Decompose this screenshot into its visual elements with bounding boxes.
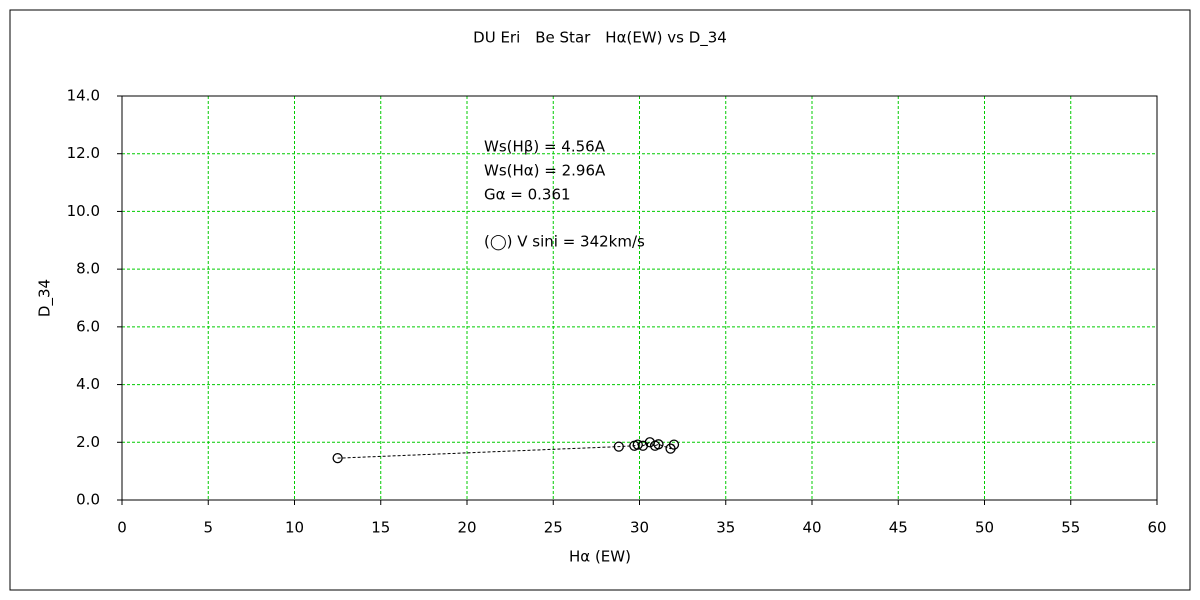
x-tick-label: 40 — [802, 519, 821, 537]
data-point — [632, 439, 643, 450]
y-axis-label: D_34 — [36, 279, 55, 317]
x-tick-label: 30 — [630, 519, 649, 537]
y-tick-label: 8.0 — [76, 260, 100, 278]
x-tick-label: 60 — [1147, 519, 1166, 537]
y-tick-label: 6.0 — [76, 317, 100, 335]
x-tick-label: 55 — [1061, 519, 1080, 537]
annotation: Ws(Hβ) = 4.56A — [484, 138, 606, 156]
x-tick-label: 50 — [975, 519, 994, 537]
chart-title: DU Eri Be Star Hα(EW) vs D_34 — [473, 29, 727, 48]
x-tick-label: 15 — [371, 519, 390, 537]
x-tick-label: 0 — [117, 519, 127, 537]
x-tick-label: 5 — [203, 519, 213, 537]
x-tick-label: 10 — [285, 519, 304, 537]
y-tick-label: 4.0 — [76, 375, 100, 393]
y-tick-label: 2.0 — [76, 433, 100, 451]
annotation: Gα = 0.361 — [484, 186, 571, 204]
x-axis-label: Hα (EW) — [569, 548, 631, 566]
plot-frame — [121, 95, 1158, 501]
annotation: (◯) V sini = 342km/s — [484, 233, 645, 251]
data-line — [337, 441, 675, 459]
data-point — [613, 441, 624, 452]
x-tick-label: 35 — [716, 519, 735, 537]
y-tick-label: 12.0 — [67, 144, 100, 162]
annotation: Ws(Hα) = 2.96A — [484, 162, 606, 180]
data-point — [668, 439, 680, 450]
x-tick-label: 25 — [544, 519, 563, 537]
y-tick-label: 14.0 — [67, 87, 100, 105]
y-tick-label: 0.0 — [76, 491, 100, 509]
x-tick-label: 45 — [889, 519, 908, 537]
data-point — [653, 439, 664, 450]
x-tick-label: 20 — [457, 519, 476, 537]
data-point — [332, 453, 343, 464]
y-tick-label: 10.0 — [67, 202, 100, 220]
